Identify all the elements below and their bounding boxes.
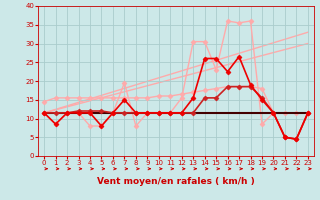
X-axis label: Vent moyen/en rafales ( km/h ): Vent moyen/en rafales ( km/h ) — [97, 177, 255, 186]
